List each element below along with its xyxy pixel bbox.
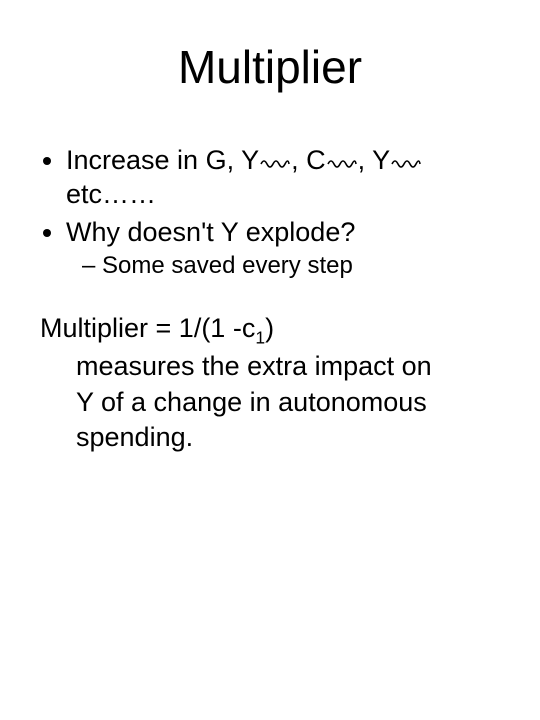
formula-text: Multiplier = 1/(1 -c	[40, 313, 255, 343]
sub-bullet-1-text: Some saved every step	[102, 252, 353, 279]
formula-subscript: 1	[255, 328, 265, 348]
slide-body: Increase in G, Y , C , Y etc…… Why doesn't…	[30, 144, 510, 455]
bullet-2: Why doesn't Y explode? Some saved every …	[66, 216, 510, 282]
slide-title: Multiplier	[30, 40, 510, 94]
slide: Multiplier Increase in G, Y , C , Y etc…… …	[0, 0, 540, 720]
desc-line-3: spending.	[76, 420, 510, 455]
squiggle-icon	[391, 155, 421, 169]
sub-bullet-list: Some saved every step	[82, 251, 510, 281]
bullet-1-text-c: , Y	[358, 145, 391, 175]
bullet-list: Increase in G, Y , C , Y etc…… Why doesn't…	[66, 144, 510, 281]
formula-line: Multiplier = 1/(1 -c1)	[40, 311, 510, 349]
squiggle-icon	[327, 155, 357, 169]
bullet-1-text-b: , C	[291, 145, 326, 175]
desc-line-1: measures the extra impact on	[76, 349, 510, 384]
formula-block: Multiplier = 1/(1 -c1) measures the extr…	[40, 311, 510, 454]
bullet-1: Increase in G, Y , C , Y etc……	[66, 144, 510, 212]
bullet-1-text-a: Increase in G, Y	[66, 145, 259, 175]
formula-close: )	[265, 313, 274, 343]
squiggle-icon	[260, 155, 290, 169]
desc-line-2: Y of a change in autonomous	[76, 385, 510, 420]
bullet-1-text-d: etc……	[66, 179, 156, 209]
bullet-2-text: Why doesn't Y explode?	[66, 217, 355, 247]
sub-bullet-1: Some saved every step	[82, 251, 510, 281]
